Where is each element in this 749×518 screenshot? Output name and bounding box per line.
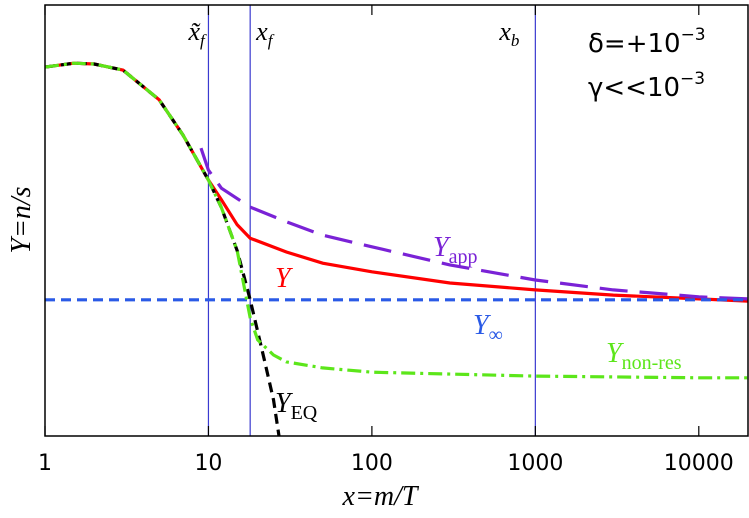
vline-label: xb xyxy=(498,17,519,50)
series-line xyxy=(44,61,281,437)
annotation-sup: −3 xyxy=(681,25,706,45)
series-label: Y xyxy=(275,263,294,294)
vline-label-main: x xyxy=(255,17,268,46)
vline-label-main: x̃ xyxy=(187,17,201,46)
series-line xyxy=(199,147,749,301)
series-label-sub: EQ xyxy=(291,402,318,424)
y-axis-label: Y=n/s xyxy=(6,186,37,253)
x-tick-label: 1000 xyxy=(507,451,563,476)
series-label-main: Y xyxy=(606,338,625,369)
x-axis-label: x=m/T xyxy=(342,481,420,512)
series-label: Y∞ xyxy=(473,310,503,346)
vline-label-sub: b xyxy=(511,31,520,50)
annotation: δ=+10−3 xyxy=(588,25,706,59)
x-tick-label: 100 xyxy=(351,451,393,476)
plot-frame xyxy=(44,4,749,437)
series-label: YEQ xyxy=(275,388,318,424)
annotation: γ<<10−3 xyxy=(588,69,705,103)
series-label-main: Y xyxy=(473,310,492,341)
series-label-sub: non-res xyxy=(622,352,682,374)
x-tick-label: 10000 xyxy=(664,451,734,476)
vline-label: x̃f xyxy=(187,17,207,50)
series-label-sub: ∞ xyxy=(489,324,503,346)
series-label-main: Y xyxy=(275,388,294,419)
x-tick-label: 1 xyxy=(38,451,52,476)
annotation-main: γ<<10 xyxy=(588,73,680,103)
series-label: Yapp xyxy=(433,232,477,268)
vline-label-sub: f xyxy=(268,31,275,50)
series-label-main: Y xyxy=(433,232,452,263)
series-line xyxy=(44,61,748,380)
x-tick-label: 10 xyxy=(194,451,222,476)
annotation-sup: −3 xyxy=(680,69,705,89)
vline-label: xf xyxy=(255,17,275,50)
annotation-main: δ=+10 xyxy=(588,29,681,59)
vline-label-main: x xyxy=(498,17,511,46)
vline-label-sub: f xyxy=(200,31,207,50)
series-label: Ynon-res xyxy=(606,338,682,374)
series-label-sub: app xyxy=(449,246,478,268)
series-label-main: Y xyxy=(275,263,294,294)
